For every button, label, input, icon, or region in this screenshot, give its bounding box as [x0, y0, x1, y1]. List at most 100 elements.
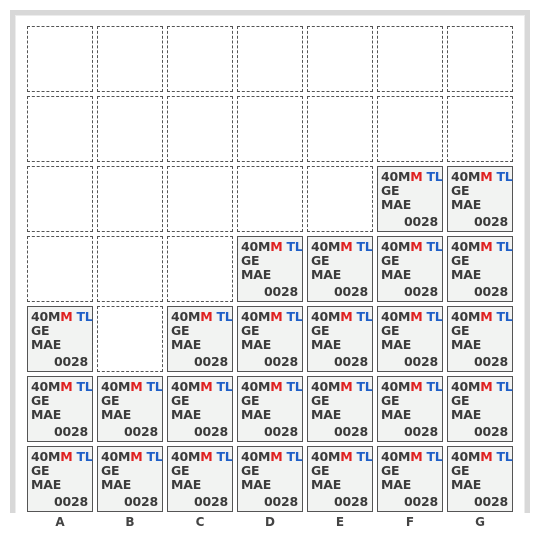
- ammo-tile[interactable]: 40MM TL GE MAE 0028: [447, 446, 513, 512]
- ammo-tile[interactable]: 40MM TL GE MAE 0028: [307, 446, 373, 512]
- tile-caliber: 40MM TL: [31, 310, 93, 324]
- tile-caliber-highlight: M: [270, 379, 283, 394]
- tile-count: 0028: [194, 354, 228, 369]
- tile-count: 0028: [474, 424, 508, 439]
- tile-tag: TL: [496, 239, 513, 254]
- tile-caliber: 40MM TL: [311, 380, 373, 394]
- ammo-tile[interactable]: 40MM TL GE MAE 0028: [237, 376, 303, 442]
- ammo-tile[interactable]: 40MM TL GE MAE 0028: [97, 446, 163, 512]
- tile-count: 0028: [474, 354, 508, 369]
- ammo-tile[interactable]: 40MM TL GE MAE 0028: [447, 236, 513, 302]
- column-label: E: [335, 515, 345, 529]
- empty-slot: [167, 166, 233, 232]
- tile-caliber-base: 40M: [31, 309, 61, 324]
- empty-slot: [307, 96, 373, 162]
- empty-slot: [237, 26, 303, 92]
- tile-line2: GE: [381, 393, 400, 408]
- tile-line3: MAE: [241, 267, 272, 282]
- tile-caliber-base: 40M: [451, 449, 481, 464]
- tile-tag: TL: [216, 449, 233, 464]
- tile-caliber-highlight: M: [340, 449, 353, 464]
- empty-slot: [377, 26, 443, 92]
- ammo-tile[interactable]: 40MM TL GE MAE 0028: [377, 376, 443, 442]
- tile-line2: GE: [241, 393, 260, 408]
- tile-tag: TL: [146, 449, 163, 464]
- tile-line3: MAE: [451, 337, 482, 352]
- tile-caliber-highlight: M: [130, 379, 143, 394]
- ammo-tile[interactable]: 40MM TL GE MAE 0028: [237, 236, 303, 302]
- ammo-tile[interactable]: 40MM TL GE MAE 0028: [307, 236, 373, 302]
- tile-caliber-base: 40M: [171, 449, 201, 464]
- ammo-tile[interactable]: 40MM TL GE MAE 0028: [447, 376, 513, 442]
- ammo-tile[interactable]: 40MM TL GE MAE 0028: [27, 306, 93, 372]
- tile-caliber: 40MM TL: [381, 170, 443, 184]
- tile-caliber: 40MM TL: [101, 380, 163, 394]
- tile-count: 0028: [404, 214, 438, 229]
- tile-count: 0028: [54, 424, 88, 439]
- empty-slot: [27, 236, 93, 302]
- ammo-tile[interactable]: 40MM TL GE MAE 0028: [27, 376, 93, 442]
- tile-caliber-highlight: M: [480, 309, 493, 324]
- tile-line2: GE: [451, 253, 470, 268]
- tile-count: 0028: [474, 494, 508, 509]
- tile-line3: MAE: [171, 337, 202, 352]
- empty-slot: [97, 96, 163, 162]
- ammo-tile[interactable]: 40MM TL GE MAE 0028: [237, 306, 303, 372]
- tile-caliber-highlight: M: [200, 309, 213, 324]
- empty-slot: [27, 96, 93, 162]
- empty-slot: [237, 96, 303, 162]
- ammo-tile[interactable]: 40MM TL GE MAE 0028: [377, 306, 443, 372]
- ammo-tile[interactable]: 40MM TL GE MAE 0028: [27, 446, 93, 512]
- tile-caliber-highlight: M: [200, 449, 213, 464]
- tile-caliber: 40MM TL: [311, 240, 373, 254]
- tile-caliber-base: 40M: [241, 309, 271, 324]
- tile-count: 0028: [54, 354, 88, 369]
- ammo-tile[interactable]: 40MM TL GE MAE 0028: [167, 446, 233, 512]
- ammo-tile[interactable]: 40MM TL GE MAE 0028: [167, 376, 233, 442]
- ammo-tile[interactable]: 40MM TL GE MAE 0028: [307, 376, 373, 442]
- tile-caliber-highlight: M: [480, 239, 493, 254]
- empty-slot: [27, 166, 93, 232]
- empty-slot: [167, 96, 233, 162]
- tile-caliber-base: 40M: [171, 379, 201, 394]
- tile-caliber-highlight: M: [410, 309, 423, 324]
- ammo-tile[interactable]: 40MM TL GE MAE 0028: [447, 166, 513, 232]
- tile-tag: TL: [356, 449, 373, 464]
- empty-slot: [97, 26, 163, 92]
- tile-caliber-highlight: M: [480, 379, 493, 394]
- ammo-tile[interactable]: 40MM TL GE MAE 0028: [377, 236, 443, 302]
- tile-tag: TL: [426, 169, 443, 184]
- tile-caliber-base: 40M: [241, 449, 271, 464]
- ammo-tile[interactable]: 40MM TL GE MAE 0028: [377, 446, 443, 512]
- tile-line2: GE: [451, 323, 470, 338]
- tile-line3: MAE: [241, 407, 272, 422]
- tile-caliber-highlight: M: [410, 449, 423, 464]
- empty-slot: [97, 166, 163, 232]
- ammo-tile[interactable]: 40MM TL GE MAE 0028: [237, 446, 303, 512]
- empty-slot: [307, 166, 373, 232]
- tile-line2: GE: [381, 253, 400, 268]
- tile-line2: GE: [31, 323, 50, 338]
- tile-line3: MAE: [311, 407, 342, 422]
- ammo-tile[interactable]: 40MM TL GE MAE 0028: [447, 306, 513, 372]
- column-label: G: [475, 515, 485, 529]
- ammo-tile[interactable]: 40MM TL GE MAE 0028: [97, 376, 163, 442]
- tile-line2: GE: [171, 393, 190, 408]
- tile-caliber-highlight: M: [480, 449, 493, 464]
- tile-caliber-highlight: M: [340, 309, 353, 324]
- ammo-tile[interactable]: 40MM TL GE MAE 0028: [167, 306, 233, 372]
- ammo-tile[interactable]: 40MM TL GE MAE 0028: [307, 306, 373, 372]
- tile-caliber: 40MM TL: [171, 310, 233, 324]
- tile-line2: GE: [311, 253, 330, 268]
- tile-caliber-base: 40M: [451, 379, 481, 394]
- tile-line2: GE: [31, 393, 50, 408]
- tile-line2: GE: [381, 183, 400, 198]
- tile-caliber-base: 40M: [31, 379, 61, 394]
- ammo-tile[interactable]: 40MM TL GE MAE 0028: [377, 166, 443, 232]
- tile-caliber-base: 40M: [381, 169, 411, 184]
- tile-tag: TL: [496, 169, 513, 184]
- tile-tag: TL: [496, 309, 513, 324]
- tile-caliber-highlight: M: [60, 379, 73, 394]
- tile-caliber-highlight: M: [200, 379, 213, 394]
- tile-tag: TL: [496, 379, 513, 394]
